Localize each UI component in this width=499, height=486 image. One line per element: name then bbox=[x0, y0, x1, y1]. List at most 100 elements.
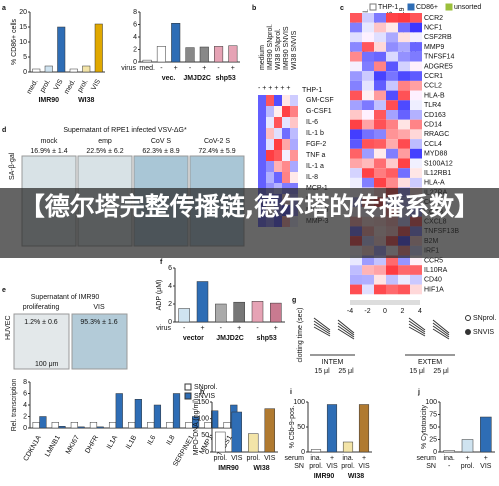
bar bbox=[39, 416, 47, 429]
panel-label: d bbox=[2, 127, 6, 134]
row-label: MMP9 bbox=[424, 44, 444, 51]
heat-cell bbox=[350, 129, 362, 140]
x-tick-label: IL8 bbox=[166, 434, 177, 446]
group-label: IMR90 bbox=[314, 473, 335, 480]
heat-cell bbox=[410, 139, 422, 149]
heat-cell bbox=[410, 110, 422, 120]
x-tick-label: prol. bbox=[213, 455, 227, 462]
colorbar-tick: 4 bbox=[418, 308, 422, 315]
heat-cell bbox=[362, 42, 374, 52]
heat-cell bbox=[362, 61, 374, 72]
heat-cell bbox=[398, 32, 410, 43]
group-label: JMJD2C bbox=[183, 75, 211, 82]
heat-cell bbox=[386, 51, 398, 62]
y-tick-label: 100 bbox=[425, 399, 437, 406]
panel-label: j bbox=[417, 389, 420, 396]
x-tick-label: VIS bbox=[264, 455, 276, 462]
y-tick-label: 0 bbox=[168, 319, 172, 326]
heat-cell bbox=[398, 71, 410, 81]
row-label: serum bbox=[285, 455, 305, 462]
bar bbox=[196, 281, 209, 323]
x-tick-label: VIS bbox=[231, 455, 243, 462]
heat-cell bbox=[362, 255, 374, 266]
scale-label: 100 μm bbox=[35, 361, 59, 368]
heat-cell bbox=[290, 128, 298, 139]
heat-cell bbox=[266, 161, 274, 172]
bar bbox=[185, 47, 195, 63]
bar bbox=[231, 411, 242, 453]
column-label: proliferating bbox=[23, 304, 60, 311]
y-tick-label: 6 bbox=[133, 21, 137, 28]
bar bbox=[326, 404, 338, 453]
y-tick-label: 8 bbox=[23, 379, 27, 386]
heat-cell bbox=[374, 51, 386, 62]
value-label: 22.5% ± 6.2 bbox=[86, 148, 123, 155]
value-label: 1.2% ± 0.6 bbox=[24, 319, 58, 326]
row-label: RRAGC bbox=[424, 131, 449, 138]
column-label: WI38 SNVIS bbox=[291, 30, 298, 70]
x-tick-label: + bbox=[237, 325, 241, 332]
heat-cell bbox=[398, 110, 410, 120]
trace bbox=[432, 319, 450, 334]
row-label: TNF a bbox=[306, 152, 326, 159]
heat-cell bbox=[274, 161, 282, 172]
y-tick-label: 100 bbox=[197, 416, 209, 423]
x-tick-label: VIS bbox=[53, 78, 65, 92]
heat-cell bbox=[362, 129, 374, 140]
value-label: 95.3% ± 1.6 bbox=[80, 319, 117, 326]
heat-cell bbox=[362, 158, 374, 169]
y-tick-label: 0 bbox=[133, 59, 137, 66]
heat-cell bbox=[410, 90, 422, 101]
heat-cell bbox=[374, 177, 386, 188]
heat-cell bbox=[410, 177, 422, 188]
heat-cell bbox=[258, 106, 266, 117]
group-label: vec. bbox=[162, 75, 176, 82]
x-tick-label: VIS bbox=[326, 463, 338, 470]
heat-cell bbox=[362, 148, 374, 159]
heat-cell bbox=[410, 80, 422, 91]
heat-cell bbox=[374, 148, 386, 159]
bar bbox=[192, 416, 200, 429]
group-label: shp53 bbox=[257, 335, 277, 342]
row-label: CD14 bbox=[424, 122, 442, 129]
y-tick-label: 4 bbox=[133, 34, 137, 41]
heat-cell bbox=[398, 274, 410, 285]
bar bbox=[51, 422, 59, 429]
heat-cell bbox=[350, 148, 362, 159]
heat-cell bbox=[374, 274, 386, 285]
heat-cell bbox=[398, 129, 410, 140]
y-tick-label: 15 bbox=[19, 24, 27, 31]
heat-cell bbox=[350, 71, 362, 81]
row-label: FGF-2 bbox=[306, 141, 326, 148]
heat-cell bbox=[410, 61, 422, 72]
heat-cell bbox=[410, 51, 422, 62]
bar bbox=[156, 46, 166, 63]
row-label: SN bbox=[426, 463, 436, 470]
heat-cell bbox=[290, 106, 298, 117]
y-tick-label: 0 bbox=[433, 449, 437, 456]
y-tick-label: 50 bbox=[297, 424, 305, 431]
bar bbox=[199, 46, 209, 63]
y-tick-label: 6 bbox=[23, 390, 27, 397]
heat-cell bbox=[398, 148, 410, 159]
trace bbox=[432, 322, 450, 336]
bar bbox=[215, 431, 226, 453]
trace bbox=[432, 325, 450, 338]
color-bar bbox=[350, 300, 420, 305]
signs: - + + + + + bbox=[258, 85, 291, 92]
heat-cell bbox=[398, 100, 410, 110]
row-label: CCR5 bbox=[424, 257, 443, 264]
y-label: MPO-DNA (ng/ml) bbox=[193, 399, 200, 455]
bar bbox=[58, 426, 66, 429]
bar bbox=[142, 59, 152, 63]
heat-cell bbox=[386, 284, 398, 295]
heat-cell bbox=[362, 22, 374, 33]
panel-label: i bbox=[290, 389, 292, 396]
row-label: ADGRE5 bbox=[424, 63, 453, 70]
x-tick-label: - bbox=[183, 325, 186, 332]
heat-cell bbox=[374, 32, 386, 43]
bar bbox=[94, 23, 103, 73]
heat-cell bbox=[362, 168, 374, 178]
legend-swatch bbox=[184, 383, 192, 391]
bar bbox=[69, 68, 78, 73]
